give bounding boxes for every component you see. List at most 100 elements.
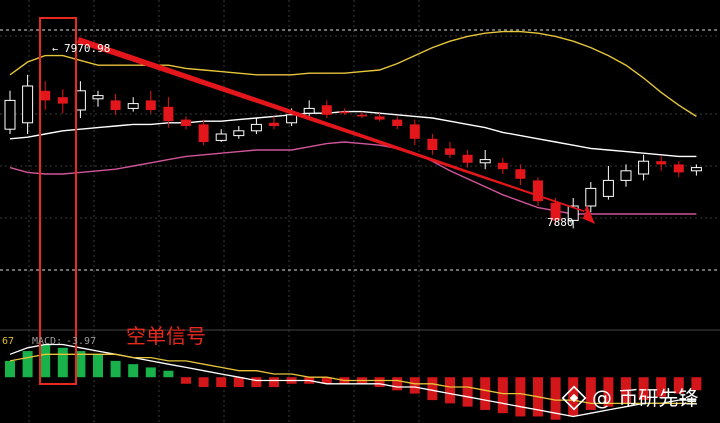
candle-body bbox=[145, 100, 156, 110]
candle-body bbox=[22, 85, 34, 124]
candle bbox=[515, 164, 526, 186]
macd-bar bbox=[198, 377, 209, 388]
trend-arrow bbox=[77, 37, 595, 224]
candle-body bbox=[269, 122, 279, 126]
candle-body bbox=[585, 187, 597, 207]
macd-bar bbox=[181, 377, 191, 384]
candle bbox=[339, 108, 350, 115]
candle bbox=[57, 89, 68, 114]
candle-body bbox=[550, 202, 561, 221]
macd-fragment-value: 67 bbox=[2, 336, 14, 347]
candle-body bbox=[40, 90, 51, 101]
macd-bar bbox=[321, 377, 332, 384]
macd-bar bbox=[93, 354, 103, 378]
candle-body bbox=[374, 116, 385, 120]
bollinger-bands bbox=[9, 30, 697, 215]
candle-body bbox=[462, 154, 473, 163]
annotation-overlay bbox=[39, 17, 595, 385]
candle bbox=[303, 100, 315, 118]
bollinger-middle-line bbox=[9, 110, 697, 158]
candle bbox=[445, 142, 455, 158]
signal-highlight-box bbox=[39, 17, 77, 385]
macd-bar bbox=[409, 377, 420, 394]
macd-bar bbox=[585, 377, 596, 410]
macd-bar bbox=[656, 377, 667, 397]
macd-bar bbox=[233, 377, 244, 388]
candle bbox=[22, 74, 34, 134]
macd-bar bbox=[515, 377, 526, 417]
candle bbox=[690, 164, 702, 176]
macd-panel bbox=[5, 343, 702, 420]
candle bbox=[462, 150, 473, 168]
candle bbox=[602, 166, 614, 200]
candle bbox=[427, 134, 438, 155]
candle-body bbox=[479, 159, 491, 164]
candle-body bbox=[92, 95, 104, 100]
signal-annotation: 空单信号 bbox=[126, 324, 206, 348]
candle bbox=[638, 154, 650, 181]
macd-bar bbox=[603, 377, 614, 407]
macd-bar bbox=[621, 377, 631, 404]
macd-bar bbox=[128, 364, 139, 378]
candle-body bbox=[181, 119, 191, 126]
candle-body bbox=[321, 105, 332, 115]
macd-bar bbox=[427, 377, 438, 401]
candle bbox=[673, 161, 684, 178]
candle-body bbox=[445, 148, 455, 155]
candle bbox=[40, 81, 51, 110]
watermark-text: @ 币研先锋 bbox=[592, 386, 698, 410]
macd-bar bbox=[638, 377, 649, 401]
candle-body bbox=[409, 124, 420, 139]
high-price-label: 7970.98 bbox=[64, 42, 110, 55]
macd-bar bbox=[392, 377, 403, 391]
candle-body bbox=[497, 162, 508, 170]
candle-body bbox=[515, 169, 526, 179]
candle-body bbox=[427, 138, 438, 150]
candle-body bbox=[392, 119, 403, 126]
candle bbox=[233, 126, 245, 139]
candle-body bbox=[620, 170, 632, 181]
candle bbox=[215, 129, 227, 142]
candle-body bbox=[690, 167, 702, 172]
bollinger-upper-line bbox=[9, 30, 697, 117]
candle-body bbox=[127, 103, 139, 109]
candle bbox=[269, 116, 279, 130]
candles-group bbox=[4, 74, 702, 229]
macd-bar bbox=[40, 344, 51, 378]
low-price-label: 7880 bbox=[547, 216, 574, 229]
candle-body bbox=[567, 205, 579, 221]
candle-body bbox=[638, 160, 650, 175]
macd-bar bbox=[5, 360, 15, 378]
macd-bar bbox=[75, 351, 86, 378]
macd-value: -3.97 bbox=[66, 336, 96, 347]
candle bbox=[321, 100, 332, 118]
macd-bar bbox=[57, 347, 68, 378]
high-price-arrow: ← bbox=[52, 44, 58, 55]
candle bbox=[392, 116, 403, 130]
candle bbox=[110, 94, 121, 115]
candle bbox=[181, 116, 191, 130]
candle-body bbox=[4, 99, 16, 130]
macd-bar bbox=[374, 377, 385, 388]
price-labels: ← 7970.98 7880 bbox=[52, 42, 574, 229]
candle bbox=[497, 158, 508, 174]
candle bbox=[250, 118, 262, 134]
candle bbox=[145, 90, 156, 114]
macd-bar bbox=[497, 377, 508, 414]
candle bbox=[585, 182, 597, 213]
candle-body bbox=[357, 114, 367, 117]
candle-body bbox=[198, 124, 209, 142]
candle-body bbox=[303, 107, 315, 114]
macd-bar bbox=[216, 377, 227, 388]
macd-bar bbox=[550, 377, 561, 420]
candle-body bbox=[250, 123, 262, 132]
candle-body bbox=[533, 180, 543, 202]
candle bbox=[163, 97, 174, 128]
macd-bar bbox=[269, 377, 279, 388]
macd-bar bbox=[673, 377, 684, 394]
macd-bar bbox=[22, 351, 33, 378]
candle-body bbox=[163, 106, 174, 122]
macd-label: MACD: bbox=[32, 336, 62, 347]
